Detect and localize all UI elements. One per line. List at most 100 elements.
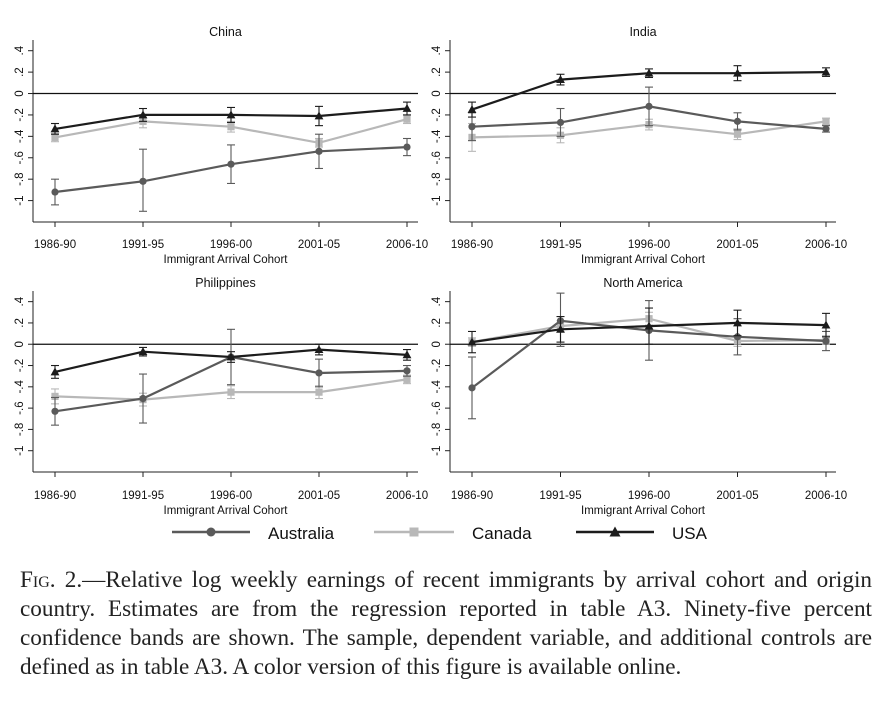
data-point: [644, 321, 654, 330]
y-tick-label: -.4: [14, 380, 26, 394]
data-point: [556, 118, 565, 127]
y-tick-label: -.2: [14, 359, 26, 372]
data-point: [402, 350, 412, 359]
y-tick-label: -.4: [431, 129, 443, 143]
caption-text: —Relative log weekly earnings of recent …: [20, 567, 872, 680]
y-tick-label: .4: [431, 45, 443, 55]
data-point: [468, 123, 476, 131]
series-australia: [468, 86, 830, 142]
data-point: [226, 110, 236, 119]
data-point: [822, 337, 830, 345]
y-tick-label: -.6: [431, 401, 443, 414]
x-tick-label: 2001-05: [716, 239, 758, 251]
y-tick-label: -.8: [14, 172, 26, 185]
y-tick-label: .2: [14, 318, 26, 328]
series-usa: [50, 101, 412, 135]
legend-label-canada: Canada: [472, 524, 532, 543]
y-tick-label: -.8: [431, 172, 443, 185]
legend-label-australia: Australia: [268, 524, 335, 543]
x-tick-label: 1996-00: [210, 239, 252, 251]
data-point: [556, 324, 565, 333]
y-tick-label: 0: [14, 341, 26, 347]
series-usa: [50, 343, 412, 379]
y-tick-label: -1: [14, 446, 26, 456]
data-point: [733, 68, 742, 77]
x-axis-title: Immigrant Arrival Cohort: [164, 505, 289, 517]
y-tick-label: 0: [431, 90, 443, 96]
series-usa: [467, 65, 831, 118]
x-tick-label: 2006-10: [805, 239, 847, 251]
data-point: [138, 110, 148, 119]
y-tick-label: -.8: [431, 423, 443, 436]
y-tick-label: -.4: [431, 380, 443, 394]
y-tick-label: -1: [431, 446, 443, 456]
y-tick-label: .4: [14, 296, 26, 306]
x-tick-label: 2006-10: [386, 490, 428, 502]
data-point: [821, 320, 831, 329]
data-point: [227, 123, 235, 131]
data-point: [315, 369, 323, 377]
data-point: [314, 344, 324, 353]
data-point: [315, 388, 323, 396]
y-tick-label: .2: [431, 318, 443, 328]
figure-panels: China .4 .2 0 -.2 -.4 -.6 -.8 -1 1986-90 1991-95 19…: [14, 25, 847, 517]
series-australia: [51, 133, 411, 212]
data-point: [403, 143, 411, 151]
x-tick-label: 1991-95: [122, 490, 164, 502]
data-point: [50, 367, 60, 376]
caption-lead: Fig. 2.: [20, 567, 83, 593]
panel-title: India: [629, 25, 656, 39]
data-point: [139, 394, 147, 403]
data-point: [733, 117, 742, 125]
data-point: [403, 367, 411, 375]
panel-title: North America: [603, 276, 682, 290]
x-tick-label: 1986-90: [451, 490, 493, 502]
y-tick-label: -.4: [14, 129, 26, 143]
data-point: [467, 337, 477, 346]
x-tick-label: 2006-10: [805, 490, 847, 502]
data-point: [645, 102, 653, 110]
data-point: [403, 375, 411, 383]
data-point: [226, 352, 236, 361]
chart-legend: Australia Canada USA: [172, 524, 708, 543]
y-tick-label: .2: [431, 67, 443, 77]
y-tick-label: .4: [14, 45, 26, 55]
data-point: [468, 384, 476, 392]
data-point: [51, 133, 59, 142]
data-point: [403, 115, 411, 123]
x-tick-label: 2001-05: [298, 239, 340, 251]
data-point: [227, 388, 235, 396]
x-tick-label: 1986-90: [34, 490, 76, 502]
data-point: [556, 75, 565, 84]
x-tick-label: 1986-90: [34, 239, 76, 251]
y-tick-label: -.2: [14, 108, 26, 121]
x-axis-title: Immigrant Arrival Cohort: [581, 505, 706, 517]
data-point: [821, 67, 831, 76]
data-point: [822, 117, 830, 125]
data-point: [50, 124, 60, 133]
data-point: [51, 392, 59, 401]
data-point: [51, 188, 59, 196]
x-tick-label: 1991-95: [539, 239, 581, 251]
legend-item-usa: USA: [576, 524, 708, 543]
panel-north-america: North America .4 .2 0 -.2 -.4 -.6 -.8 -1 1986-90 1…: [431, 276, 847, 517]
data-point: [314, 111, 324, 120]
data-point: [467, 104, 477, 113]
panel-philippines: Philippines .4 .2 0 -.2 -.4 -.6 -.8 -1 1986-90 199…: [14, 276, 428, 517]
y-tick-label: -1: [14, 195, 26, 205]
data-point: [138, 347, 148, 356]
legend-item-canada: Canada: [374, 524, 532, 543]
x-tick-label: 1996-00: [628, 490, 670, 502]
x-tick-label: 2001-05: [298, 490, 340, 502]
y-tick-label: -.6: [14, 151, 26, 164]
x-axis-title: Immigrant Arrival Cohort: [581, 254, 706, 266]
y-tick-label: -1: [431, 195, 443, 205]
data-point: [139, 177, 147, 185]
data-point: [733, 333, 742, 341]
data-point: [822, 125, 830, 133]
y-tick-label: 0: [431, 341, 443, 347]
legend-item-australia: Australia: [172, 524, 335, 543]
panel-china: China .4 .2 0 -.2 -.4 -.6 -.8 -1 1986-90 1991-95 19…: [14, 25, 428, 266]
y-tick-label: 0: [14, 90, 26, 96]
data-point: [402, 103, 412, 112]
